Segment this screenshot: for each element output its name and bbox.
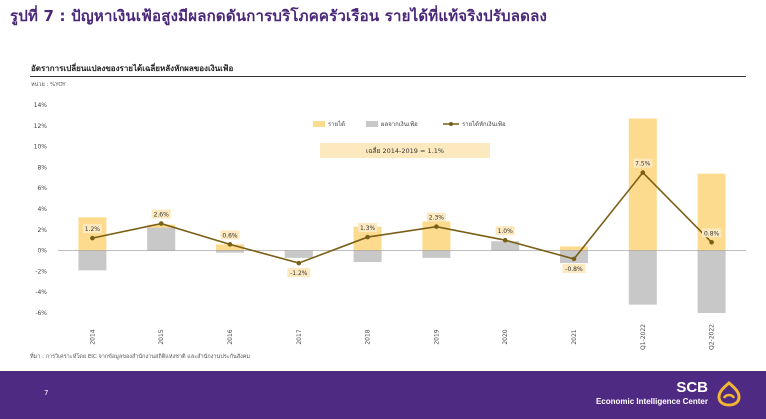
data-label: 2.6% [154,212,170,219]
bar-income [78,217,107,251]
y-tick-label: 8% [37,164,47,171]
legend-swatch [313,121,325,127]
line-point [158,221,164,226]
line-point [709,239,714,245]
y-tick-label: -2% [35,268,47,275]
x-tick-label: Q1-2022 [640,324,647,350]
page-number: 7 [44,389,49,397]
bar-inflation [147,227,176,251]
real-income-line [92,171,713,264]
x-tick-label: 2016 [227,329,234,344]
x-tick-label: 2021 [571,329,578,344]
y-axis: 14% 12% 10% 8% 6% 4% 2% 0% -2% -4% -6% [34,102,48,317]
x-tick-label: 2015 [158,329,165,344]
legend: รายได้ ผลจากเงินเฟ้อ รายได้หักเงินเฟ้อ [313,120,506,128]
x-axis: 2014 2015 2016 2017 2018 2019 2020 2021 Q1-2022 Q… [89,324,715,350]
data-label-bg [82,224,102,234]
legend-label: ผลจากเงินเฟ้อ [381,121,418,128]
bar-inflation [491,241,520,251]
bar-income [216,244,244,251]
line-point [365,234,370,240]
x-tick-label: 2019 [433,329,440,344]
brand-subtitle: Economic Intelligence Center [595,397,708,406]
data-label: 1.2% [85,226,101,233]
data-label: 0.6% [222,232,238,239]
data-label-bg [495,226,515,236]
chart-area: 14% 12% 10% 8% 6% 4% 2% 0% -2% -4% -6% 1.2% 2.6% 0.6… [34,102,746,350]
line-point [90,235,95,241]
legend-label: รายได้หักเงินเฟ้อ [462,120,506,128]
y-tick-label: 2% [37,227,47,234]
scb-logo-icon [717,381,741,407]
y-tick-label: 10% [34,144,48,151]
bar-inflation [697,250,726,313]
y-tick-label: -4% [35,289,47,296]
bar-inflation [422,250,451,258]
chart-title-divider [30,76,746,77]
brand-name: SCB [676,379,708,396]
line-series: 1.2% 2.6% 0.6% -1.2% 1.3% 2.3% 1.0% -0.8% 7.5% 0.… [82,158,722,278]
bars [58,118,746,313]
source-note: ที่มา : การวิเคราะห์โดย EIC จากข้อมูลของ… [30,354,251,360]
data-label: 2.3% [429,215,445,222]
data-label-bg [287,268,311,278]
y-tick-label: -6% [35,310,47,317]
footer-bar: 7 SCB Economic Intelligence Center [0,371,766,419]
bar-inflation [284,250,313,258]
line-point [571,256,577,262]
bar-inflation [353,250,382,263]
chart-title: อัตราการเปลี่ยนแปลงของรายได้เฉลี่ยหลังหั… [31,64,234,73]
annotation-text: เฉลี่ย 2014-2019 = 1.1% [366,146,444,155]
data-label: -1.2% [290,270,308,277]
line-point [502,237,508,243]
data-label-bg [220,230,240,240]
annotation-box [320,143,490,158]
data-label: -0.8% [565,266,583,273]
slide-title: รูปที่ 7 : ปัญหาเงินเฟ้อสูงมีผลกดดันการบ… [10,7,548,25]
brand: SCB Economic Intelligence Center [596,380,708,407]
bar-inflation [628,250,657,305]
data-label: 1.0% [498,228,514,235]
data-label-bg [702,228,722,238]
line-point [296,260,302,266]
data-label-bg [151,209,171,219]
y-tick-label: 6% [37,185,47,192]
y-tick-label: 0% [37,248,47,255]
legend-label: รายได้ [328,120,345,128]
bar-income [697,173,726,251]
data-label: 1.3% [360,225,376,232]
line-point [227,242,233,247]
data-label: 0.8% [704,230,720,237]
unit-label: หน่วย : %YOY [31,82,66,88]
bar-inflation [78,250,107,271]
x-tick-label: 2017 [296,329,303,344]
x-tick-label: 2020 [502,329,509,344]
data-label-bg [358,223,378,233]
x-tick-label: Q2-2022 [709,324,716,350]
x-tick-label: 2014 [89,329,96,344]
annotation: เฉลี่ย 2014-2019 = 1.1% [320,143,490,158]
bar-income [560,246,588,251]
data-label-bg [562,263,586,273]
y-tick-label: 14% [34,102,48,109]
data-label: 7.5% [635,161,651,168]
y-tick-label: 4% [37,206,47,213]
data-label-bg [426,212,446,222]
x-tick-label: 2018 [365,329,372,344]
legend-swatch-marker [449,122,453,126]
line-point [640,170,646,175]
bar-inflation [216,250,244,253]
legend-swatch [366,121,378,127]
y-tick-label: 12% [34,123,48,130]
line-point [434,224,439,229]
data-label-bg [633,158,653,168]
